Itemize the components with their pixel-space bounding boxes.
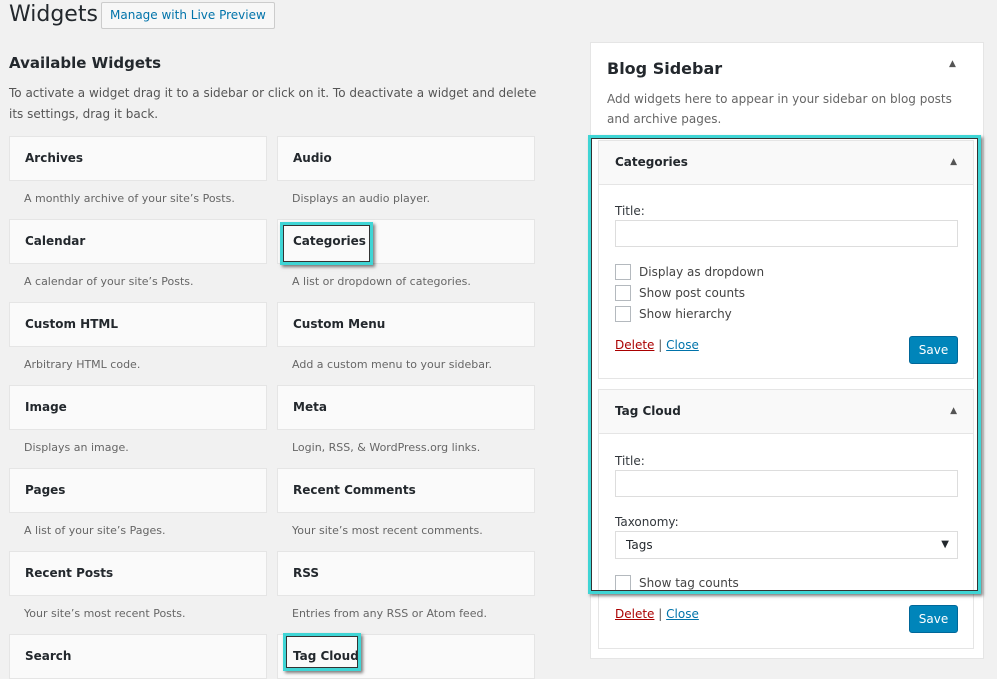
widget-header[interactable]: Tag Cloud ▲ — [599, 390, 973, 434]
widget-archives[interactable]: Archives — [9, 136, 267, 181]
checkbox-label: Display as dropdown — [639, 265, 765, 279]
title-input[interactable] — [615, 470, 958, 497]
title-label: Title: — [615, 204, 645, 218]
widget-description: Login, RSS, & WordPress.org links. — [292, 441, 481, 454]
separator: | — [658, 607, 663, 621]
widget-recent-comments[interactable]: Recent Comments — [277, 468, 535, 513]
taxonomy-label: Taxonomy: — [615, 515, 679, 529]
widget-rss[interactable]: RSS — [277, 551, 535, 596]
separator: | — [658, 338, 663, 352]
widget-title: Tag Cloud — [615, 404, 681, 418]
show-hierarchy-checkbox[interactable] — [615, 306, 631, 322]
widget-description: Add a custom menu to your sidebar. — [292, 358, 492, 371]
title-label: Title: — [615, 454, 645, 468]
save-button[interactable]: Save — [909, 605, 958, 633]
widget-header[interactable]: Categories ▲ — [599, 141, 973, 185]
taxonomy-select[interactable]: Tags ▼ — [615, 531, 958, 559]
show-tag-counts-checkbox[interactable] — [615, 575, 631, 591]
close-link[interactable]: Close — [666, 607, 699, 621]
widget-categories[interactable]: Categories — [277, 219, 535, 264]
collapse-arrow-icon[interactable]: ▲ — [949, 59, 956, 69]
available-widgets-intro: To activate a widget drag it to a sideba… — [9, 86, 537, 121]
widget-custom-html[interactable]: Custom HTML — [9, 302, 267, 347]
widget-description: Your site’s most recent Posts. — [24, 607, 186, 620]
widget-title: Categories — [615, 155, 688, 169]
page-title: Widgets — [9, 2, 98, 27]
close-link[interactable]: Close — [666, 338, 699, 352]
collapse-arrow-icon[interactable]: ▲ — [950, 406, 957, 416]
widget-description: A list of your site’s Pages. — [24, 524, 166, 537]
categories-widget: Categories ▲ Title: Display as dropdown S… — [598, 140, 974, 379]
widget-search[interactable]: Search — [9, 634, 267, 679]
widget-description: Displays an audio player. — [292, 192, 431, 205]
widget-description: A monthly archive of your site’s Posts. — [24, 192, 235, 205]
widget-description: Entries from any RSS or Atom feed. — [292, 607, 487, 620]
tag-cloud-widget: Tag Cloud ▲ Title: Taxonomy: Tags ▼ Show t… — [598, 389, 974, 649]
title-input[interactable] — [615, 220, 958, 247]
widget-recent-posts[interactable]: Recent Posts — [9, 551, 267, 596]
widget-audio[interactable]: Audio — [277, 136, 535, 181]
widget-description: Displays an image. — [24, 441, 129, 454]
checkbox-label: Show post counts — [639, 286, 746, 300]
select-value: Tags — [626, 538, 653, 552]
save-button[interactable]: Save — [909, 336, 958, 364]
delete-link[interactable]: Delete — [615, 338, 655, 352]
widget-image[interactable]: Image — [9, 385, 267, 430]
show-post-counts-checkbox[interactable] — [615, 285, 631, 301]
widget-description: Arbitrary HTML code. — [24, 358, 141, 371]
widget-calendar[interactable]: Calendar — [9, 219, 267, 264]
available-widgets-title: Available Widgets — [9, 54, 162, 72]
manage-live-preview-button[interactable]: Manage with Live Preview — [101, 2, 275, 29]
collapse-arrow-icon[interactable]: ▲ — [950, 157, 957, 167]
dropdown-arrow-icon: ▼ — [941, 539, 949, 550]
widget-tag-cloud[interactable]: Tag Cloud — [277, 634, 535, 679]
widget-pages[interactable]: Pages — [9, 468, 267, 513]
checkbox-label: Show hierarchy — [639, 307, 732, 321]
widget-description: A list or dropdown of categories. — [292, 275, 471, 288]
sidebar-description: Add widgets here to appear in your sideb… — [607, 92, 952, 126]
widget-description: A calendar of your site’s Posts. — [24, 275, 194, 288]
sidebar-title: Blog Sidebar — [607, 59, 723, 78]
widget-description: Your site’s most recent comments. — [292, 524, 483, 537]
display-dropdown-checkbox[interactable] — [615, 264, 631, 280]
widget-meta[interactable]: Meta — [277, 385, 535, 430]
delete-link[interactable]: Delete — [615, 607, 655, 621]
checkbox-label: Show tag counts — [639, 576, 739, 590]
widget-custom-menu[interactable]: Custom Menu — [277, 302, 535, 347]
